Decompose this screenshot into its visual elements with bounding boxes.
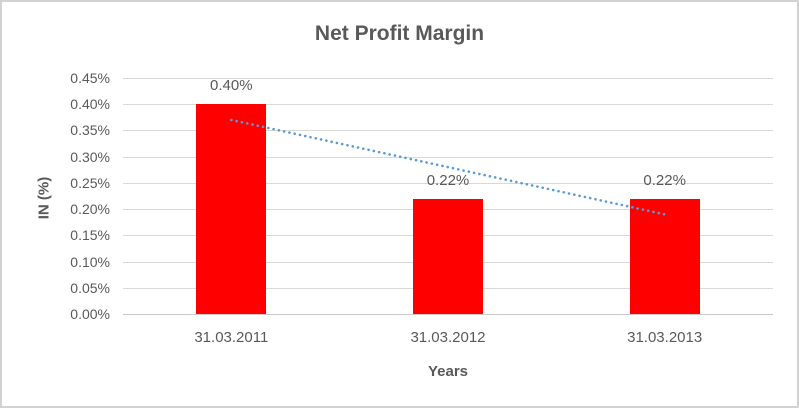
bar [629,198,700,314]
bar [413,198,483,314]
y-tick-label: 0.45% [70,70,110,86]
y-tick-label: 0.05% [70,279,110,296]
y-tick-label: 0.30% [70,148,110,165]
gridline [123,104,773,106]
bar-value-label: 0.40% [210,77,253,95]
y-tick-label: 0.40% [70,96,110,113]
chart-title: Net Profit Margin [314,22,485,45]
x-axis-title: Years [427,363,469,380]
x-category-label: 31.03.2013 [627,329,703,346]
bar-value-label: 0.22% [426,171,470,189]
y-tick-label: 0.25% [70,174,110,191]
y-tick-label: 0.10% [70,253,110,270]
y-tick-label: 0.35% [70,122,110,139]
y-tick-label: 0.20% [70,201,110,218]
x-category-label: 31.03.2011 [194,329,269,346]
bar [196,104,267,314]
gridline [123,78,773,79]
y-tick-label: 0.15% [70,227,110,244]
y-tick-label: 0.00% [70,306,110,322]
bar-value-label: 0.22% [643,171,686,189]
x-axis-line [123,314,773,315]
x-category-label: 31.03.2012 [410,329,486,346]
